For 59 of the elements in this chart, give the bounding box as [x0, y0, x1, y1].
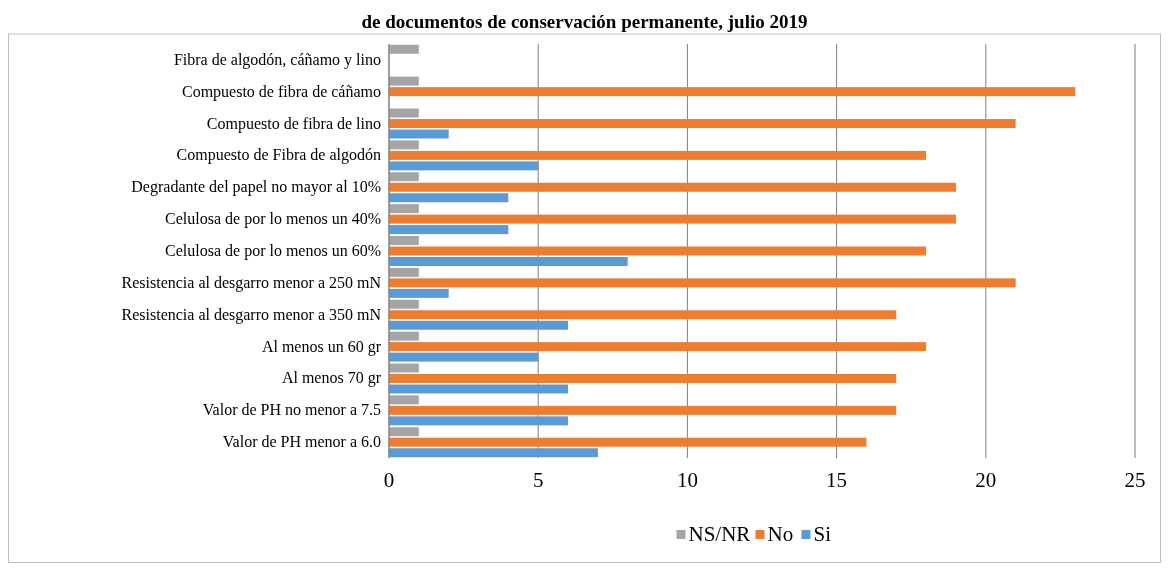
bar — [389, 320, 569, 330]
bar — [389, 384, 569, 394]
y-tick-label: Valor de PH menor a 6.0 — [222, 433, 381, 451]
bar — [389, 150, 927, 160]
bar — [389, 236, 419, 245]
bar — [389, 437, 867, 447]
bar — [389, 448, 598, 458]
bar — [389, 182, 956, 192]
bar — [389, 76, 419, 86]
bar — [389, 427, 419, 437]
x-tick-label: 15 — [826, 468, 848, 492]
bar — [389, 246, 927, 256]
y-tick-label: Al menos un 60 gr — [261, 337, 382, 356]
y-tick-label: Compuesto de fibra de lino — [206, 114, 381, 133]
x-tick-label: 0 — [383, 468, 395, 492]
legend-label: Si — [813, 522, 832, 546]
x-tick-label: 10 — [676, 468, 698, 492]
bar — [389, 204, 419, 214]
y-tick-label: Celulosa de por lo menos un 60% — [165, 242, 381, 260]
bar — [389, 214, 956, 224]
bar — [389, 363, 419, 373]
bar — [389, 267, 419, 277]
bar — [389, 342, 927, 352]
bar — [389, 278, 1016, 288]
y-tick-label: Fibra de algodón, cáñamo y lino — [173, 50, 381, 69]
bar — [389, 310, 897, 320]
legend-label: No — [767, 522, 794, 546]
y-tick-label: Valor de PH no menor a 7.5 — [202, 401, 381, 419]
y-tick-label: Compuesto de Fibra de algodón — [176, 146, 381, 165]
bar — [389, 373, 897, 383]
bar — [389, 87, 1076, 97]
bar — [389, 257, 628, 266]
y-tick-label: Resistencia al desgarro menor a 350 mN — [121, 305, 382, 324]
bar — [389, 352, 539, 362]
legend-label: NS/NR — [688, 522, 751, 546]
x-tick-label: 20 — [975, 468, 997, 492]
bar — [389, 288, 449, 298]
bar — [389, 172, 419, 182]
bar — [389, 299, 419, 309]
y-tick-label: Compuesto de fibra de cáñamo — [181, 82, 381, 101]
bar — [389, 395, 419, 405]
bar — [389, 416, 569, 426]
chart-title: de documentos de conservación permanente, julio 2019 — [361, 11, 808, 32]
bar — [389, 161, 539, 171]
bar — [389, 193, 509, 203]
y-tick-label: Al menos 70 gr — [281, 369, 382, 388]
bar — [389, 405, 897, 415]
bar — [389, 331, 419, 341]
bar — [389, 108, 419, 118]
y-tick-label: Degradante del papel no mayor al 10% — [131, 178, 381, 197]
bar — [389, 129, 449, 139]
bar — [389, 44, 419, 54]
y-tick-label: Celulosa de por lo menos un 40% — [165, 210, 381, 229]
bar — [389, 119, 1016, 129]
bar — [389, 225, 509, 235]
x-tick-label: 5 — [532, 468, 544, 492]
bar — [389, 140, 419, 150]
y-tick-label: Resistencia al desgarro menor a 250 mN — [121, 273, 382, 292]
x-tick-label: 25 — [1124, 468, 1146, 492]
